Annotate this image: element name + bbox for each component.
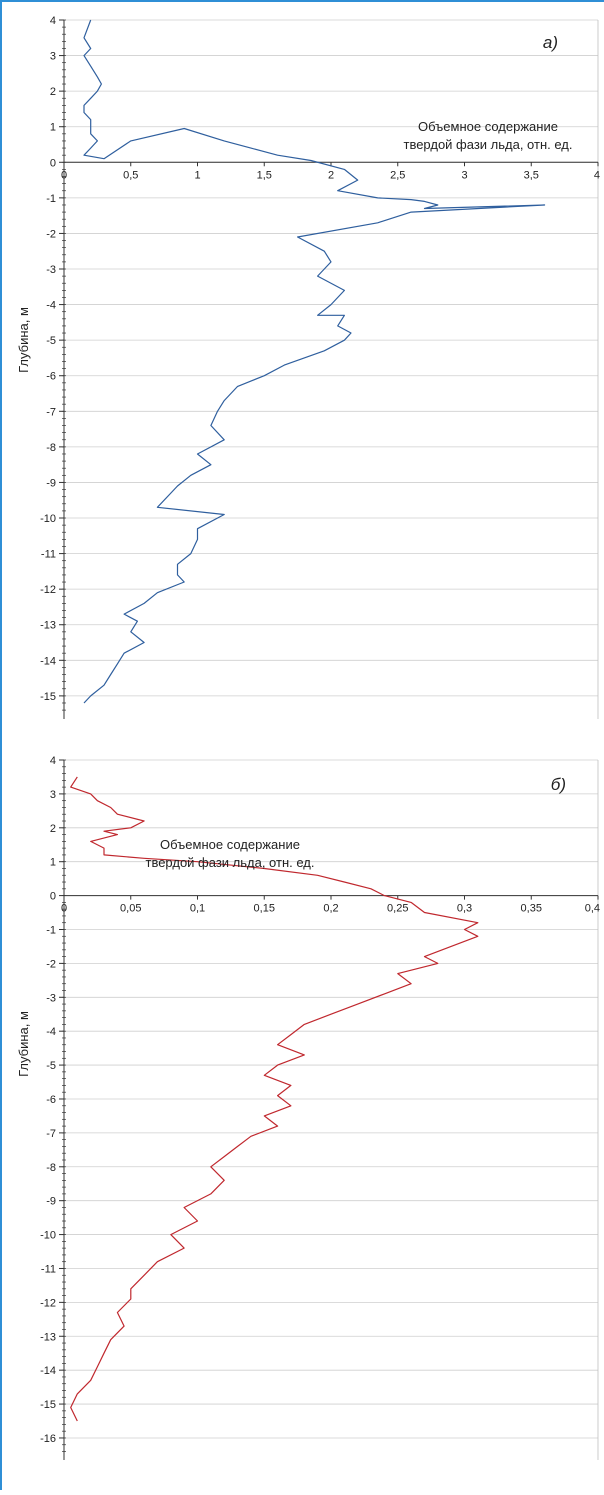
y-tick-label: 3 (50, 789, 56, 801)
grid-lines (64, 759, 599, 1460)
annotation-line: Объемное содержание (418, 119, 558, 134)
y-tick-label: -12 (40, 584, 56, 596)
y-tick-label: -12 (40, 1297, 56, 1309)
chart-a-svg: 4 3 2 1 0 -1 -2 -3 -4 -5 -6 -7 -8 -9 -10 -11 -12 -13 -14 -1… (16, 15, 600, 719)
x-tick-label: 0,3 (457, 903, 472, 915)
y-tick-label: -16 (40, 1433, 56, 1445)
y-tick-label: -6 (46, 1094, 56, 1106)
y-tick-label: -2 (46, 958, 56, 970)
y-tick-label: -5 (46, 1060, 56, 1072)
y-tick-label: -14 (40, 1365, 56, 1377)
y-tick-label: 4 (50, 755, 56, 767)
y-tick-label: -4 (46, 300, 56, 312)
chart-b-svg: 4 3 2 1 0 -1 -2 -3 -4 -5 -6 -7 -8 -9 -10 -11 -12 -13 -14 -1… (16, 755, 600, 1460)
y-tick-label: 3 (50, 51, 56, 63)
y-tick-label: 4 (50, 15, 56, 27)
x-tick-label: 0,25 (387, 903, 408, 915)
series-line (83, 19, 546, 704)
x-tick-label: 1,5 (257, 169, 272, 181)
x-tick-label: 3,5 (524, 169, 539, 181)
annotation-line: твердой фази льда, отн. ед. (403, 137, 572, 152)
y-tick-label: -10 (40, 513, 56, 525)
y-tick-label: -3 (46, 992, 56, 1004)
x-tick-label: 0 (61, 169, 67, 181)
x-tick-label: 0,1 (190, 903, 205, 915)
chart-panel-a: 4 3 2 1 0 -1 -2 -3 -4 -5 -6 -7 -8 -9 -10 -11 -12 -13 -14 -1… (0, 0, 604, 744)
y-axis-label: Глубина, м (16, 1011, 31, 1077)
chart-panel-b: 4 3 2 1 0 -1 -2 -3 -4 -5 -6 -7 -8 -9 -10 -11 -12 -13 -14 -1… (0, 744, 604, 1490)
x-tick-label: 0 (61, 903, 67, 915)
y-tick-label: 2 (50, 86, 56, 98)
x-tick-label: 0,35 (521, 903, 542, 915)
y-tick-label: -9 (46, 477, 56, 489)
y-tick-label: 0 (50, 157, 56, 169)
x-tick-label: 1 (194, 169, 200, 181)
y-tick-label: -8 (46, 442, 56, 454)
y-tick-label: 1 (50, 122, 56, 134)
x-tick-label: 0,4 (585, 903, 600, 915)
y-tick-label: -14 (40, 655, 56, 667)
y-tick-label: -7 (46, 406, 56, 418)
y-tick-label: -4 (46, 1026, 56, 1038)
y-tick-label: -3 (46, 264, 56, 276)
x-tick-label: 0,5 (123, 169, 138, 181)
x-tick-label: 2 (328, 169, 334, 181)
y-tick-label: -2 (46, 228, 56, 240)
panel-label: б) (551, 775, 566, 794)
x-tick-label: 3 (461, 169, 467, 181)
y-tick-label: -1 (46, 193, 56, 205)
y-tick-label: -6 (46, 371, 56, 383)
y-tick-label: -13 (40, 1331, 56, 1343)
y-tick-label: -11 (41, 549, 56, 561)
x-tick-label: 4 (594, 169, 600, 181)
x-tick-label: 2,5 (390, 169, 405, 181)
series-line (70, 776, 479, 1422)
y-tick-label: -1 (46, 924, 56, 936)
y-tick-label: 2 (50, 823, 56, 835)
x-tick-label: 0,15 (254, 903, 275, 915)
y-tick-label: -11 (41, 1263, 56, 1275)
annotation-line: Объемное содержание (160, 837, 300, 852)
y-tick-label: -15 (40, 1399, 56, 1411)
annotation-line: твердой фази льда, отн. ед. (145, 855, 314, 870)
panel-label: а) (543, 33, 558, 52)
y-tick-label: 1 (50, 857, 56, 869)
y-tick-label: -15 (40, 691, 56, 703)
y-tick-label: -9 (46, 1196, 56, 1208)
y-tick-label: -7 (46, 1128, 56, 1140)
y-tick-label: -8 (46, 1162, 56, 1174)
y-axis-label: Глубина, м (16, 307, 31, 373)
x-tick-label: 0,05 (120, 903, 141, 915)
y-tick-label: 0 (50, 891, 56, 903)
x-tick-label: 0,2 (323, 903, 338, 915)
y-tick-label: -5 (46, 335, 56, 347)
y-tick-label: -13 (40, 620, 56, 632)
y-tick-label: -10 (40, 1230, 56, 1242)
